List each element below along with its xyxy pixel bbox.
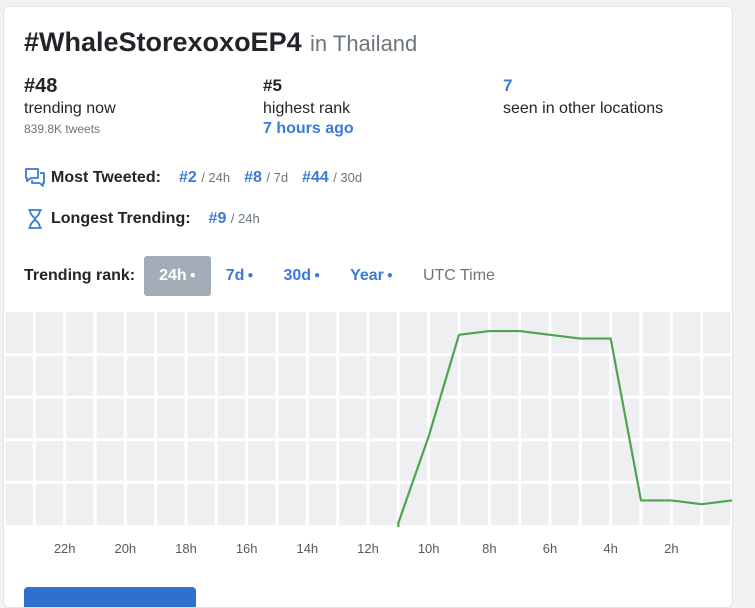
- tab-30d[interactable]: 30d ●: [268, 256, 335, 296]
- current-rank-label: trending now: [24, 100, 116, 117]
- tab-7d[interactable]: 7d ●: [211, 256, 269, 296]
- trending-rank-tabs: Trending rank: 24h ● 7d ● 30d ● Year ● UTC T…: [24, 256, 510, 296]
- tab-label: Year: [350, 267, 384, 285]
- rank-data-point[interactable]: [544, 329, 556, 341]
- trending-rank-label: Trending rank:: [24, 267, 136, 284]
- hashtag-title[interactable]: #WhaleStorexoxoEP4: [24, 27, 302, 57]
- most-tweeted-row: Most Tweeted: #2 / 24h #8 / 7d #44 / 30d: [24, 166, 376, 190]
- tab-label: 30d: [283, 267, 312, 285]
- hourglass-icon: [24, 207, 48, 231]
- x-tick-label: 10h: [418, 541, 440, 556]
- most-tweeted-7d[interactable]: #8 / 7d: [244, 169, 288, 187]
- chat-bubbles-icon: [24, 166, 48, 190]
- longest-trending-24h[interactable]: #9 / 24h: [209, 210, 260, 228]
- trending-rank-chart: 22h 20h 18h 16h 14h 12h 10h 8h 6h 4h 2h: [4, 312, 732, 572]
- rank-number: #9: [208, 210, 227, 227]
- rank-period: / 24h: [201, 170, 231, 185]
- tab-label: 7d: [225, 267, 245, 285]
- x-tick-label: 20h: [114, 541, 136, 556]
- rank-data-point[interactable]: [392, 517, 404, 529]
- x-tick-label: 4h: [603, 541, 617, 556]
- stat-highest: #5 highest rank 7 hours ago: [263, 73, 354, 139]
- x-tick-label: 6h: [543, 541, 557, 556]
- dot-icon: ●: [386, 270, 393, 281]
- rank-data-point[interactable]: [665, 494, 677, 506]
- most-tweeted-24h[interactable]: #2 / 24h: [179, 169, 230, 187]
- highest-rank-label: highest rank: [263, 100, 351, 117]
- longest-trending-row: Longest Trending: #9 / 24h: [24, 207, 274, 231]
- locations-count-link[interactable]: 7: [503, 76, 513, 95]
- dot-icon: ●: [247, 270, 254, 281]
- highest-rank-time-link[interactable]: 7 hours ago: [263, 120, 354, 137]
- longest-trending-label: Longest Trending:: [51, 210, 191, 227]
- tweet-count: 839.8K tweets: [24, 122, 101, 136]
- rank-data-point[interactable]: [483, 325, 495, 337]
- title-row: #WhaleStorexoxoEP4 in Thailand: [24, 27, 417, 58]
- rank-data-point[interactable]: [696, 498, 708, 510]
- rank-data-point[interactable]: [423, 430, 435, 442]
- tab-label: 24h: [159, 267, 187, 285]
- x-tick-label: 16h: [236, 541, 258, 556]
- x-tick-label: 14h: [296, 541, 318, 556]
- rank-period: / 7d: [266, 170, 289, 185]
- highest-rank: #5: [263, 76, 282, 95]
- tab-year[interactable]: Year ●: [335, 256, 408, 296]
- current-rank: #48: [24, 75, 58, 97]
- rank-period: / 30d: [333, 170, 363, 185]
- stat-current: #48 trending now 839.8K tweets: [24, 73, 116, 139]
- rank-number: #2: [178, 169, 197, 186]
- rank-period: / 24h: [230, 211, 260, 226]
- dot-icon: ●: [189, 270, 196, 281]
- most-tweeted-label: Most Tweeted:: [51, 169, 161, 186]
- dot-icon: ●: [314, 270, 321, 281]
- location-label: in Thailand: [310, 31, 418, 56]
- x-tick-label: 22h: [54, 541, 76, 556]
- rank-data-point[interactable]: [514, 325, 526, 337]
- tab-24h[interactable]: 24h ●: [144, 256, 211, 296]
- x-tick-label: 18h: [175, 541, 197, 556]
- rank-series-line: [397, 329, 732, 527]
- most-tweeted-30d[interactable]: #44 / 30d: [302, 169, 362, 187]
- x-tick-label: 8h: [482, 541, 496, 556]
- rank-data-point[interactable]: [605, 333, 617, 345]
- more-button[interactable]: [24, 587, 196, 607]
- trending-rank-chart-svg: 22h 20h 18h 16h 14h 12h 10h 8h 6h 4h 2h: [4, 312, 732, 556]
- rank-data-point[interactable]: [635, 494, 647, 506]
- rank-number: #8: [244, 169, 262, 186]
- stat-locations: 7 seen in other locations: [503, 73, 663, 119]
- rank-data-point[interactable]: [453, 329, 465, 341]
- x-tick-label: 2h: [664, 541, 678, 556]
- trend-card: #WhaleStorexoxoEP4 in Thailand #48 trend…: [3, 6, 733, 608]
- x-tick-label: 12h: [357, 541, 379, 556]
- locations-label: seen in other locations: [503, 100, 664, 117]
- rank-number: #44: [302, 169, 329, 186]
- rank-data-point[interactable]: [574, 333, 586, 345]
- utc-time-toggle[interactable]: UTC Time: [422, 267, 495, 284]
